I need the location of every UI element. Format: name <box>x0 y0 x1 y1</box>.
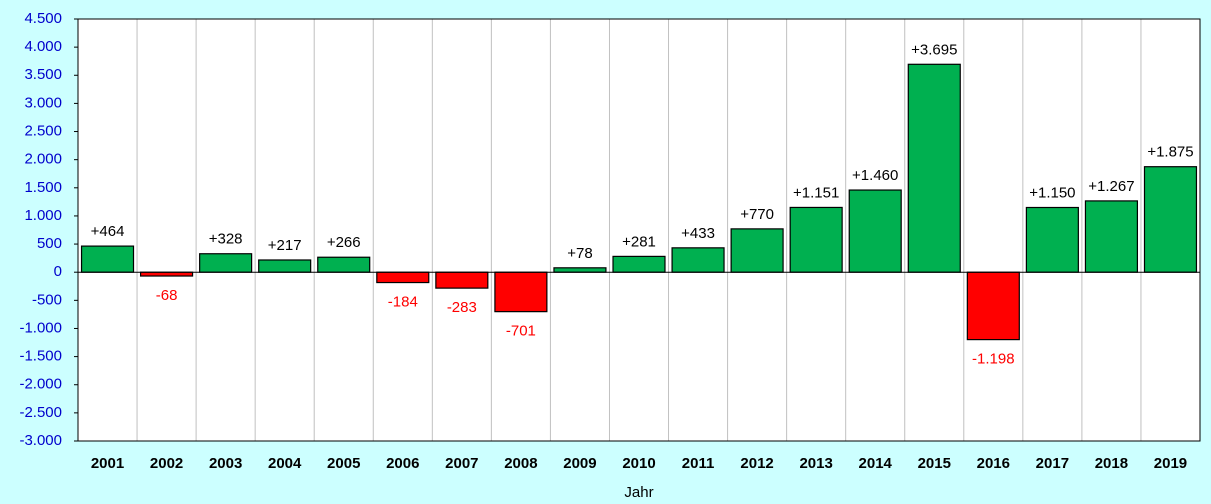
y-tick-label: 3.500 <box>24 66 62 83</box>
value-label: +1.150 <box>1029 184 1075 201</box>
x-tick-label: 2014 <box>859 455 893 472</box>
x-tick-label: 2003 <box>209 455 242 472</box>
y-tick-label: 500 <box>37 235 62 252</box>
bar <box>1084 200 1139 273</box>
value-label: +266 <box>327 234 361 251</box>
x-tick-label: 2011 <box>682 455 715 472</box>
x-tick-label: 2017 <box>1036 455 1069 472</box>
x-tick-label: 2004 <box>268 455 302 472</box>
y-tick-label: -500 <box>32 291 62 308</box>
y-tick-label: -2.500 <box>19 404 62 421</box>
y-tick-label: 3.000 <box>24 94 62 111</box>
value-label: +1.267 <box>1088 178 1134 195</box>
y-tick-label: -3.000 <box>19 432 62 449</box>
bar <box>553 267 607 273</box>
x-tick-label: 2006 <box>386 455 419 472</box>
value-label: -68 <box>156 287 178 304</box>
x-tick-label: 2008 <box>504 455 537 472</box>
value-label: +217 <box>268 237 302 254</box>
value-label: +3.695 <box>911 41 957 58</box>
value-label: +1.460 <box>852 167 898 184</box>
y-tick-label: 2.000 <box>24 151 62 168</box>
x-tick-label: 2018 <box>1095 455 1128 472</box>
y-tick-label: -1.500 <box>19 348 62 365</box>
value-label: -701 <box>506 323 536 340</box>
y-tick-label: 4.500 <box>24 10 62 27</box>
value-label: -1.198 <box>972 351 1015 368</box>
bar <box>1025 206 1079 273</box>
value-label: +433 <box>681 225 715 242</box>
x-tick-label: 2001 <box>91 455 124 472</box>
bar <box>199 253 253 273</box>
bar <box>494 271 548 313</box>
x-tick-label: 2019 <box>1154 455 1187 472</box>
bar <box>258 259 312 273</box>
y-tick-label: 1.000 <box>24 207 62 224</box>
x-tick-label: 2015 <box>918 455 951 472</box>
bar <box>966 271 1020 341</box>
x-tick-label: 2016 <box>977 455 1010 472</box>
y-tick-label: -1.000 <box>19 319 62 336</box>
plot-border <box>77 18 1201 442</box>
x-axis-label: Jahr <box>624 484 653 501</box>
bar <box>730 228 784 273</box>
x-tick-label: 2013 <box>799 455 832 472</box>
x-tick-label: 2010 <box>622 455 655 472</box>
bar <box>139 271 194 277</box>
x-tick-label: 2012 <box>740 455 773 472</box>
bar <box>376 271 430 284</box>
value-label: +281 <box>622 233 656 250</box>
bar <box>317 256 371 273</box>
value-label: +464 <box>91 223 125 240</box>
bar <box>435 271 489 289</box>
y-tick-label: 2.500 <box>24 123 62 140</box>
x-tick-label: 2005 <box>327 455 360 472</box>
bar <box>671 247 725 273</box>
bar <box>789 206 843 273</box>
y-tick-label: 1.500 <box>24 179 62 196</box>
x-tick-label: 2009 <box>563 455 596 472</box>
value-label: -184 <box>388 294 418 311</box>
x-tick-label: 2007 <box>445 455 478 472</box>
x-tick-label: 2002 <box>150 455 183 472</box>
y-tick-label: 4.000 <box>24 38 62 55</box>
y-tick-label: -2.000 <box>19 376 62 393</box>
value-label: +328 <box>209 231 243 248</box>
bar <box>80 245 135 273</box>
plot-area <box>78 19 1200 441</box>
value-label: +1.151 <box>793 184 839 201</box>
bar <box>612 255 666 273</box>
y-tick-label: 0 <box>54 263 62 280</box>
value-label: +78 <box>567 245 592 262</box>
bar <box>1143 166 1198 273</box>
value-label: +1.875 <box>1147 144 1193 161</box>
value-label: -283 <box>447 299 477 316</box>
bar <box>848 189 902 273</box>
bar <box>907 63 961 273</box>
value-label: +770 <box>740 206 774 223</box>
